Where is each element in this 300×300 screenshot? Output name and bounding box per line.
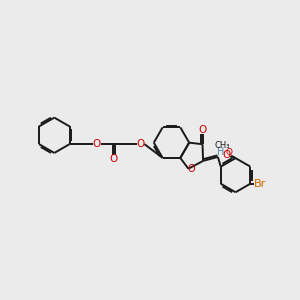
Text: CH₃: CH₃	[214, 141, 230, 150]
Text: O: O	[136, 139, 145, 149]
Text: O: O	[226, 148, 232, 157]
Text: O: O	[187, 164, 195, 174]
Text: Br: Br	[254, 179, 266, 189]
Text: O: O	[198, 125, 207, 135]
Text: O: O	[93, 139, 101, 149]
Text: O: O	[109, 154, 117, 164]
Text: O: O	[223, 150, 231, 160]
Text: H: H	[217, 147, 224, 157]
